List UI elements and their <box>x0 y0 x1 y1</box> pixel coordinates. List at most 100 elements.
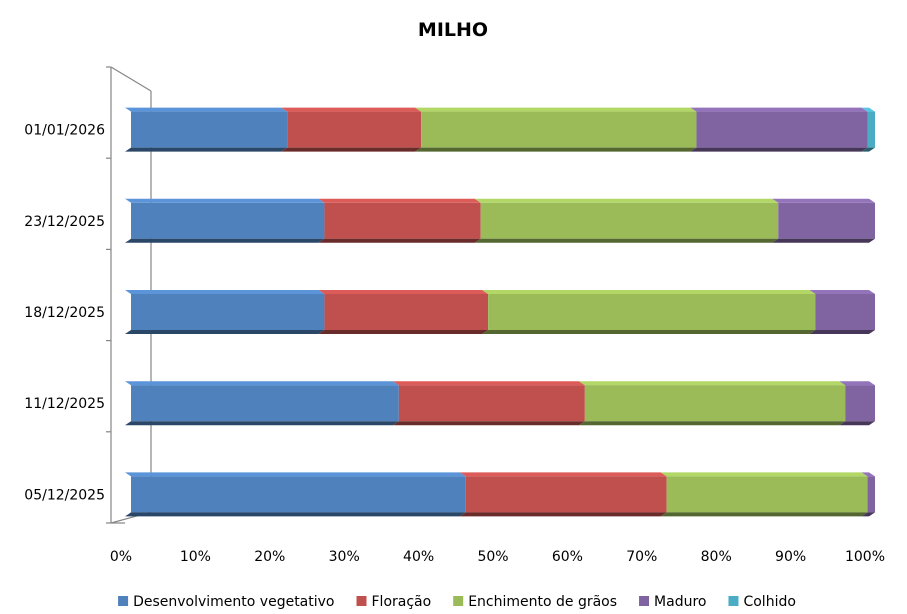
bar-shadow-desenvolvimento-vegetativo <box>125 147 288 152</box>
legend-item-flora-o: Floração <box>356 594 432 610</box>
legend-label-maduro: Maduro <box>654 594 706 610</box>
bar-desenvolvimento-vegetativo <box>131 111 288 148</box>
legend-swatch-maduro <box>639 596 650 606</box>
bar-flora-o <box>324 294 489 330</box>
bar-desenvolvimento-vegetativo <box>131 385 399 422</box>
bar-shadow-enchimento-de-gr-os <box>482 330 816 334</box>
bar-group-01/01/2026 <box>125 107 875 152</box>
legend: Desenvolvimento vegetativo Floração Enchim… <box>118 594 796 610</box>
bar-shadow-flora-o <box>318 238 481 243</box>
y-tick-label: 01/01/2026 <box>24 123 105 139</box>
legend-label-colhido: Colhido <box>743 594 795 610</box>
bar-flora-o <box>324 202 481 239</box>
x-tick-label: 60% <box>552 549 583 565</box>
x-tick-label: 10% <box>180 549 211 565</box>
bar-desenvolvimento-vegetativo <box>131 294 325 330</box>
bar-top-maduro <box>690 107 868 112</box>
y-tick-label: 05/12/2025 <box>24 487 105 503</box>
bar-shadow-flora-o <box>281 147 422 152</box>
x-tick-label: 70% <box>626 549 657 565</box>
bar-top-flora-o <box>392 381 585 386</box>
x-tick-label: 50% <box>477 549 508 565</box>
legend-swatch-flora-o <box>356 596 367 606</box>
bar-shadow-desenvolvimento-vegetativo <box>125 421 399 426</box>
bar-shadow-flora-o <box>318 330 489 334</box>
x-tick-label: 20% <box>254 549 285 565</box>
bar-group-05/12/2025 <box>125 472 875 517</box>
x-tick-label: 0% <box>110 549 132 565</box>
bar-top-maduro <box>861 472 875 477</box>
bar-top-enchimento-de-gr-os <box>578 381 846 386</box>
bar-shadow-desenvolvimento-vegetativo <box>125 512 466 517</box>
bar-top-desenvolvimento-vegetativo <box>125 290 325 294</box>
y-tick-label: 23/12/2025 <box>24 214 105 230</box>
bar-shadow-enchimento-de-gr-os <box>578 421 846 426</box>
bar-top-desenvolvimento-vegetativo <box>125 381 399 386</box>
bar-top-enchimento-de-gr-os <box>660 472 868 477</box>
bar-maduro <box>845 385 875 422</box>
chart-title: MILHO <box>418 19 488 41</box>
bar-group-23/12/2025 <box>125 198 875 243</box>
bar-enchimento-de-gr-os <box>480 202 779 239</box>
bar-shadow-maduro <box>809 330 875 334</box>
bar-enchimento-de-gr-os <box>488 294 816 330</box>
bar-desenvolvimento-vegetativo <box>131 202 325 239</box>
bar-maduro <box>696 111 868 148</box>
legend-swatch-colhido <box>728 596 739 606</box>
bar-shadow-enchimento-de-gr-os <box>660 512 868 517</box>
bar-maduro <box>867 476 875 513</box>
bar-top-flora-o <box>318 290 489 294</box>
bar-top-enchimento-de-gr-os <box>474 198 779 203</box>
legend-item-colhido: Colhido <box>728 594 796 610</box>
bar-shadow-flora-o <box>459 512 667 517</box>
bar-shadow-maduro <box>861 512 875 517</box>
bar-enchimento-de-gr-os <box>584 385 846 422</box>
bar-group-18/12/2025 <box>125 290 875 334</box>
x-tick-label: 30% <box>329 549 360 565</box>
bar-shadow-maduro <box>839 421 875 426</box>
bar-shadow-colhido <box>861 147 875 152</box>
y-tick-label: 11/12/2025 <box>24 396 105 412</box>
y-axis-wall-top <box>110 66 152 92</box>
bar-flora-o <box>398 385 585 422</box>
bar-maduro <box>778 202 875 239</box>
legend-swatch-enchimento-de-gr-os <box>453 596 464 606</box>
bar-top-colhido <box>861 107 875 112</box>
x-tick-label: 90% <box>775 549 806 565</box>
bar-top-enchimento-de-gr-os <box>482 290 816 294</box>
bar-top-enchimento-de-gr-os <box>415 107 697 112</box>
y-tick-label: 18/12/2025 <box>24 305 105 321</box>
legend-item-enchimento-de-gr-os: Enchimento de grãos <box>453 594 617 610</box>
legend-swatch-desenvolvimento-vegetativo <box>118 596 129 606</box>
bar-top-flora-o <box>281 107 422 112</box>
bar-enchimento-de-gr-os <box>666 476 868 513</box>
bar-shadow-desenvolvimento-vegetativo <box>125 330 325 334</box>
x-tick-label: 40% <box>403 549 434 565</box>
bar-flora-o <box>465 476 667 513</box>
bar-shadow-flora-o <box>392 421 585 426</box>
bars-layer <box>125 107 875 517</box>
bar-top-flora-o <box>459 472 667 477</box>
ticks-layer: 05/12/2025 11/12/2025 18/12/2025 23/12/2025… <box>24 123 885 565</box>
legend-item-desenvolvimento-vegetativo: Desenvolvimento vegetativo <box>118 594 335 610</box>
bar-top-flora-o <box>318 198 481 203</box>
x-tick-label: 100% <box>845 549 885 565</box>
bar-desenvolvimento-vegetativo <box>131 476 466 513</box>
legend-label-desenvolvimento-vegetativo: Desenvolvimento vegetativo <box>133 594 334 610</box>
bar-colhido <box>867 111 875 148</box>
legend-label-enchimento-de-gr-os: Enchimento de grãos <box>468 594 617 610</box>
bar-top-maduro <box>809 290 875 294</box>
bar-shadow-maduro <box>690 147 868 152</box>
bar-top-maduro <box>839 381 875 386</box>
legend-item-maduro: Maduro <box>639 594 706 610</box>
bar-maduro <box>815 294 875 330</box>
bar-shadow-enchimento-de-gr-os <box>474 238 779 243</box>
legend-label-flora-o: Floração <box>372 594 432 610</box>
bar-flora-o <box>287 111 422 148</box>
bar-enchimento-de-gr-os <box>421 111 697 148</box>
bar-top-maduro <box>772 198 875 203</box>
bar-top-desenvolvimento-vegetativo <box>125 198 325 203</box>
bar-shadow-enchimento-de-gr-os <box>415 147 697 152</box>
